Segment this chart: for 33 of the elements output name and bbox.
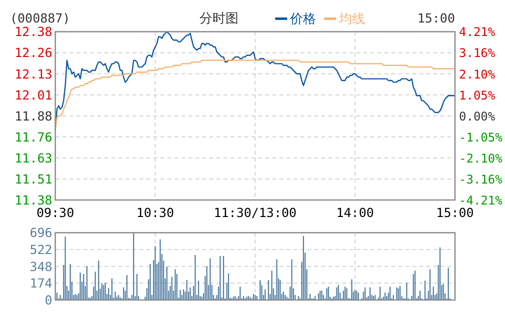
y2-tick-label: 0.00%	[459, 109, 496, 124]
y2-tick-label: 2.10%	[459, 67, 496, 82]
y-tick-label: 522	[30, 242, 52, 258]
x-tick-label: 14:00	[336, 205, 374, 220]
text: 15:00	[417, 10, 455, 26]
legend-label: 均线	[338, 12, 366, 28]
y2-tick-label: -1.05%	[459, 130, 504, 144]
y-tick-label: 12.38	[14, 24, 52, 40]
y2-tick-label: -3.16%	[459, 172, 504, 186]
y-tick-label: 12.13	[14, 66, 52, 82]
chart-title: 分时图	[200, 12, 239, 27]
y-tick-label: 11.76	[14, 129, 52, 144]
y2-tick-label: 4.21%	[459, 25, 496, 40]
y2-tick-label: -2.10%	[459, 151, 504, 166]
y-tick-label: 11.63	[14, 150, 52, 166]
y-tick-label: 12.26	[14, 45, 52, 60]
x-tick-label: 10:30	[136, 205, 174, 220]
y-tick-label: 11.51	[14, 171, 52, 186]
text: (000887)	[10, 10, 70, 26]
legend-label: 价格	[289, 12, 316, 28]
y-tick-label: 11.38	[14, 192, 52, 208]
x-tick-label: 11:30/13:00	[214, 205, 297, 220]
y2-tick-label: 3.16%	[459, 46, 496, 60]
y2-tick-label: -4.21%	[459, 194, 504, 208]
y-tick-label: 348	[30, 258, 52, 274]
x-tick-label: 15:00	[436, 205, 474, 220]
y-tick-label: 11.88	[14, 108, 52, 124]
y-tick-label: 696	[30, 225, 52, 240]
y-tick-label: 12.01	[14, 87, 52, 102]
y2-tick-label: 1.05%	[459, 88, 496, 102]
y-tick-label: 174	[30, 276, 52, 291]
x-tick-label: 09:30	[36, 205, 74, 220]
y-tick-label: 0	[44, 292, 52, 308]
